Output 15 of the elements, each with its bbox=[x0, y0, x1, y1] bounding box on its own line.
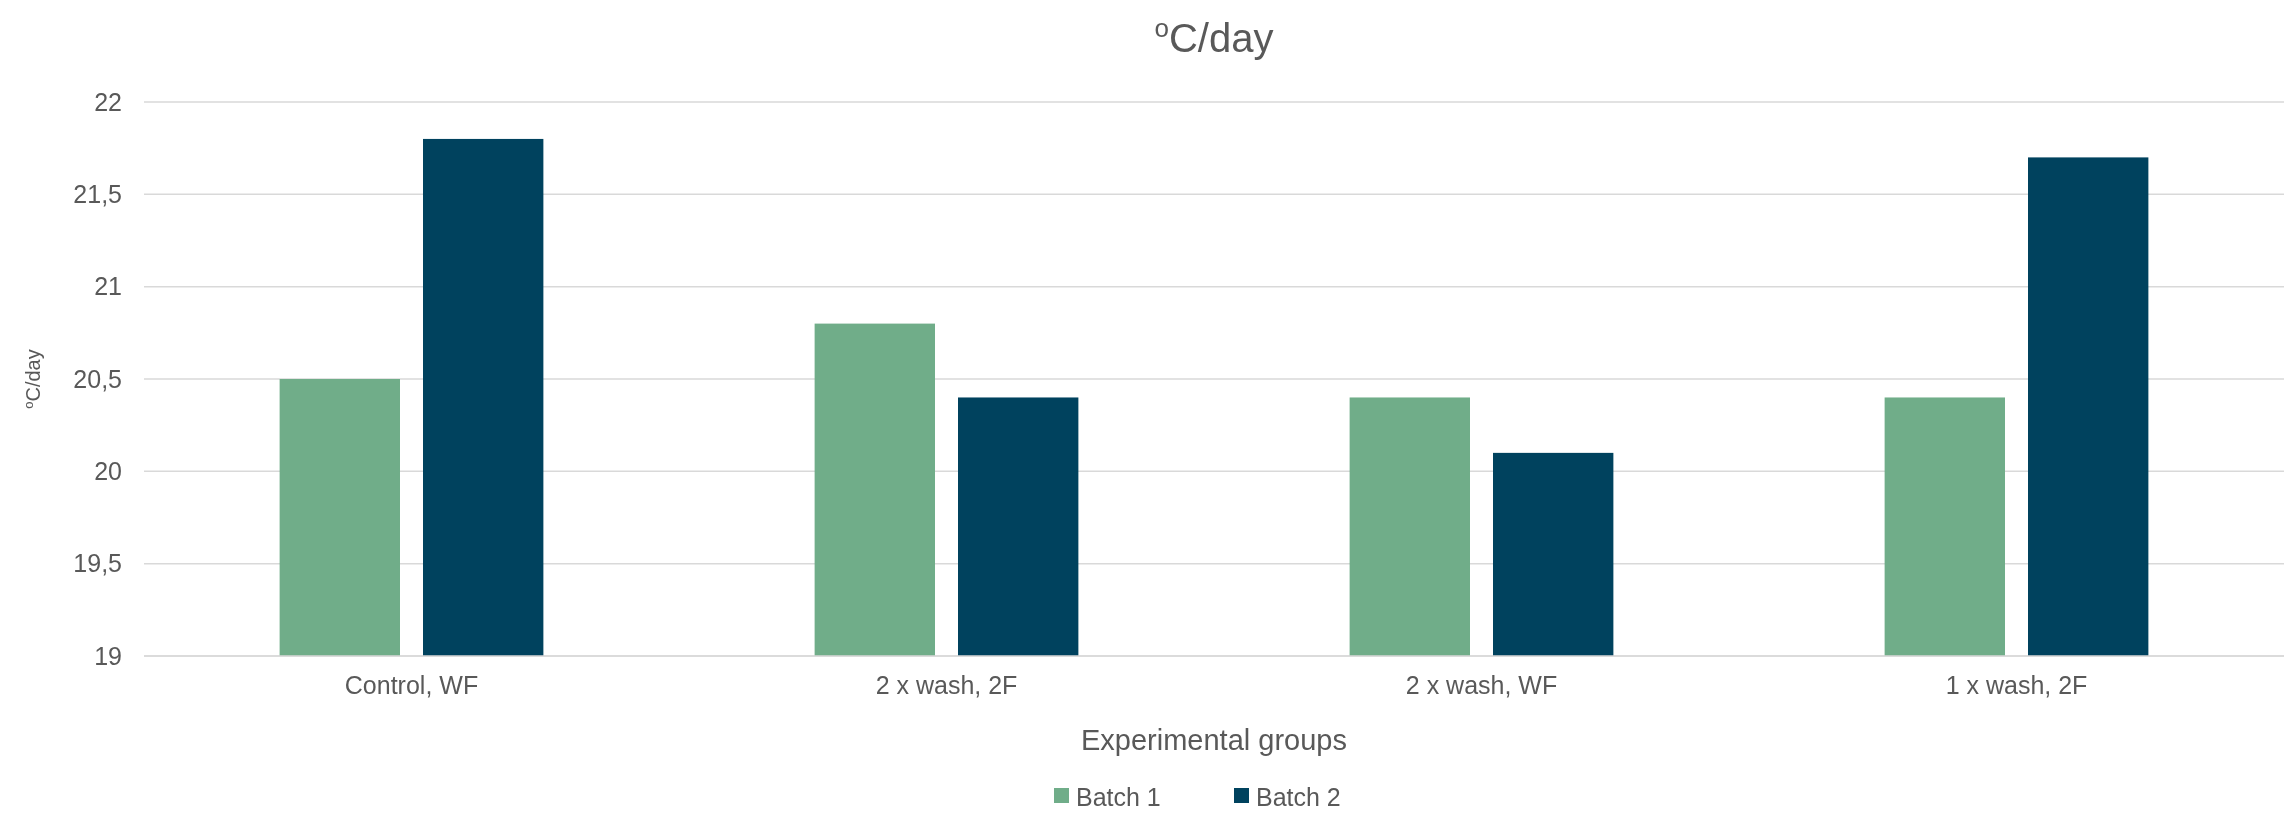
y-tick-label: 20,5 bbox=[73, 364, 122, 393]
x-tick-label: 1 x wash, 2F bbox=[1945, 671, 2088, 699]
y-tick-label: 19 bbox=[94, 641, 122, 670]
y-tick-label: 19,5 bbox=[73, 549, 122, 578]
y-tick-label: 20 bbox=[94, 457, 122, 486]
y-tick-label: 21,5 bbox=[73, 180, 122, 209]
legend-label: Batch 2 bbox=[1256, 782, 1341, 811]
x-tick-label: 2 x wash, 2F bbox=[875, 671, 1018, 699]
chart-title: $^{o}$C/day bbox=[1154, 13, 1274, 60]
x-tick-label: Control, WF bbox=[344, 671, 479, 699]
x-tick-label: 2 x wash, WF bbox=[1405, 671, 1558, 699]
legend-label: Batch 1 bbox=[1076, 782, 1161, 811]
x-axis-title: Experimental groups bbox=[1081, 724, 1347, 756]
y-tick-label: 21 bbox=[94, 272, 122, 301]
y-tick-label: 22 bbox=[94, 87, 122, 116]
